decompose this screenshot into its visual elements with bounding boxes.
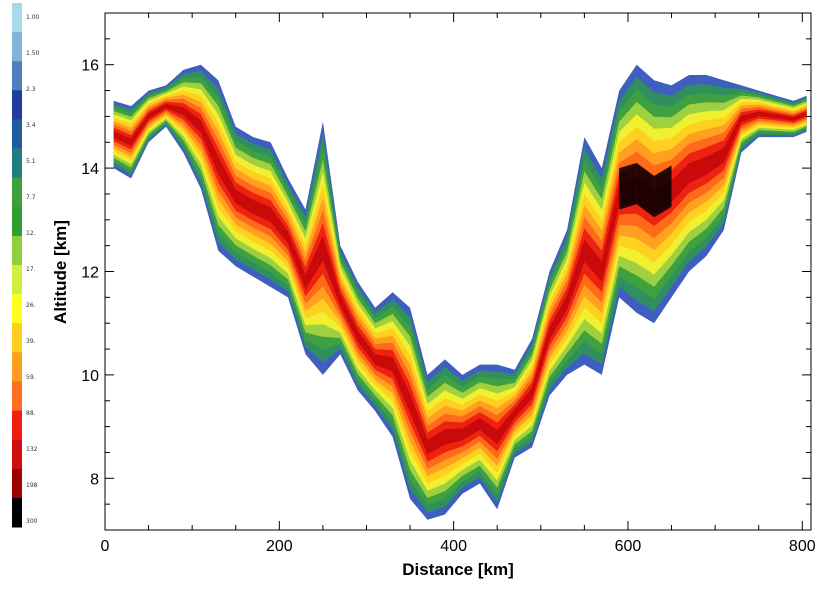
colorbar-swatch bbox=[12, 90, 22, 120]
x-axis: 0 200 400 600 800 bbox=[101, 13, 816, 555]
colorbar-label: 88. bbox=[26, 410, 36, 417]
colorbar-label: 26. bbox=[26, 302, 36, 309]
y-tick-label: 10 bbox=[81, 368, 99, 385]
colorbar-label: 132 bbox=[26, 446, 38, 453]
colorbar-label: 1.00 bbox=[26, 14, 40, 21]
x-tick-label: 0 bbox=[101, 538, 110, 555]
x-axis-title: Distance [km] bbox=[402, 560, 513, 579]
colorbar-label: 39. bbox=[26, 338, 36, 345]
x-tick-label: 600 bbox=[615, 538, 642, 555]
colorbar: 1.00 1.50 2.3 3.4 5.1 7.7 12. 17. 26. 39. 59. 88. 13… bbox=[12, 3, 40, 528]
x-tick-label: 400 bbox=[440, 538, 467, 555]
colorbar-swatch bbox=[12, 468, 22, 499]
y-tick-label: 12 bbox=[81, 265, 99, 282]
colorbar-swatch bbox=[12, 410, 22, 441]
reflectivity-field bbox=[113, 64, 807, 520]
x-tick-label: 800 bbox=[789, 538, 816, 555]
y-tick-label: 8 bbox=[90, 471, 99, 488]
colorbar-swatch bbox=[12, 235, 22, 266]
core-patch bbox=[654, 165, 672, 218]
colorbar-label: 300 bbox=[26, 518, 38, 525]
colorbar-label: 2.3 bbox=[26, 86, 36, 93]
core-patch bbox=[619, 162, 637, 210]
core-patch bbox=[636, 162, 655, 218]
colorbar-swatch bbox=[12, 265, 22, 295]
colorbar-label: 17. bbox=[26, 266, 36, 273]
colorbar-swatch bbox=[12, 177, 22, 208]
colorbar-swatch bbox=[12, 352, 22, 382]
x-tick-label: 200 bbox=[266, 538, 293, 555]
colorbar-label: 7.7 bbox=[26, 194, 36, 201]
colorbar-label: 5.1 bbox=[26, 158, 36, 165]
y-tick-label: 16 bbox=[81, 58, 99, 75]
colorbar-swatch bbox=[12, 148, 22, 179]
colorbar-swatch bbox=[12, 381, 22, 411]
colorbar-label: 198 bbox=[26, 482, 38, 489]
y-axis: 8 10 12 14 16 bbox=[81, 12, 811, 505]
colorbar-label: 12. bbox=[26, 230, 36, 237]
colorbar-swatch bbox=[12, 206, 22, 237]
colorbar-swatch bbox=[12, 323, 22, 353]
colorbar-label: 59. bbox=[26, 374, 36, 381]
colorbar-swatch bbox=[12, 61, 22, 91]
y-tick-label: 14 bbox=[81, 161, 99, 178]
y-axis-title: Altitude [km] bbox=[51, 220, 70, 324]
colorbar-swatch bbox=[12, 32, 22, 62]
colorbar-swatch bbox=[12, 119, 22, 149]
colorbar-swatch bbox=[12, 439, 22, 470]
colorbar-swatch bbox=[12, 497, 22, 528]
colorbar-label: 1.50 bbox=[26, 50, 40, 57]
colorbar-swatch bbox=[12, 3, 22, 33]
colorbar-swatch bbox=[12, 294, 22, 324]
colorbar-label: 3.4 bbox=[26, 122, 36, 129]
